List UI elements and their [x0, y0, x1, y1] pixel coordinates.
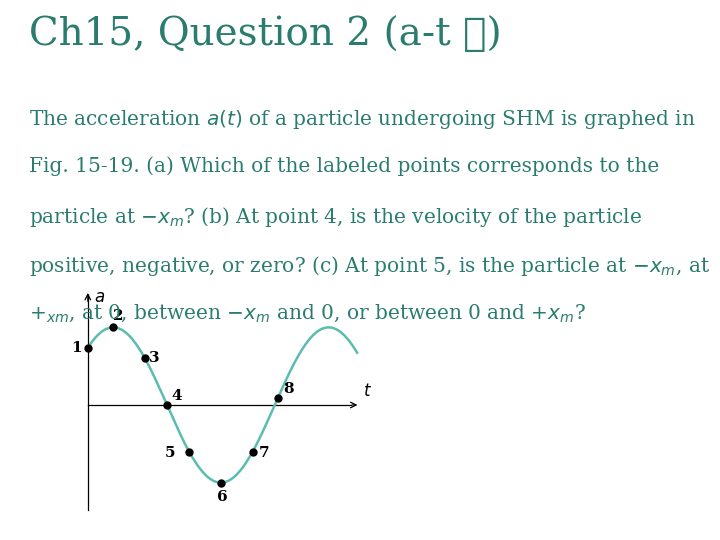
Text: $+_{xm}$, at 0, between $-x_m$ and 0, or between 0 and $+x_m$?: $+_{xm}$, at 0, between $-x_m$ and 0, or… [29, 302, 585, 324]
Text: positive, negative, or zero? (c) At point 5, is the particle at $-x_m$, at: positive, negative, or zero? (c) At poin… [29, 254, 710, 278]
Text: $t$: $t$ [364, 382, 372, 400]
Text: The acceleration $a(t)$ of a particle undergoing SHM is graphed in: The acceleration $a(t)$ of a particle un… [29, 108, 696, 131]
Text: $a$: $a$ [94, 288, 104, 306]
Text: 8: 8 [284, 382, 294, 395]
Text: 1: 1 [71, 341, 82, 355]
Text: particle at $-x_m$? (b) At point 4, is the velocity of the particle: particle at $-x_m$? (b) At point 4, is t… [29, 205, 642, 229]
Text: Ch15, Question 2 (a-t 圖): Ch15, Question 2 (a-t 圖) [29, 16, 502, 53]
Text: Fig. 15-19. (a) Which of the labeled points corresponds to the: Fig. 15-19. (a) Which of the labeled poi… [29, 157, 659, 176]
Text: 6: 6 [217, 490, 228, 504]
Text: 3: 3 [149, 351, 160, 365]
Text: 2: 2 [113, 309, 123, 323]
Text: 4: 4 [171, 389, 182, 403]
Text: 7: 7 [258, 447, 269, 460]
Text: 5: 5 [165, 447, 176, 460]
